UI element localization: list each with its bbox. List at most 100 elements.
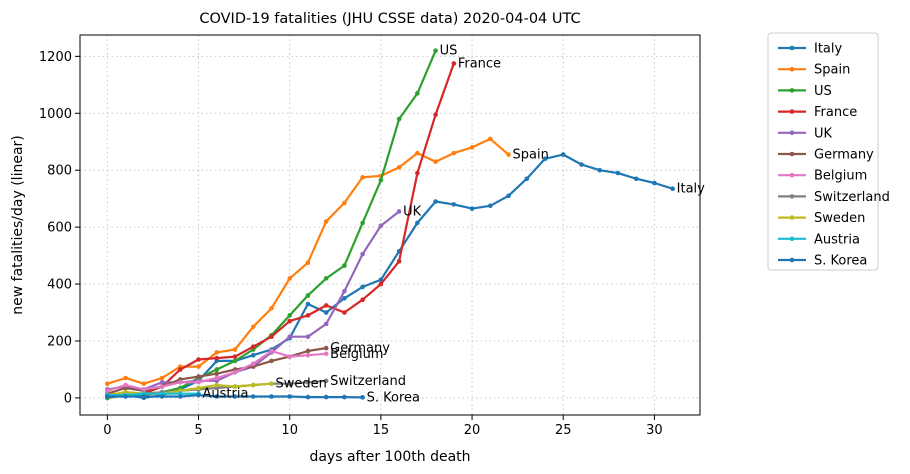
data-point-s-korea <box>196 392 201 398</box>
plot-lines <box>105 48 675 401</box>
series-line-france <box>107 63 455 398</box>
data-point-s-korea <box>159 394 165 399</box>
data-point-italy <box>524 176 530 182</box>
data-point-belgium <box>250 361 256 367</box>
data-point-italy <box>560 152 566 157</box>
data-point-italy <box>615 170 621 176</box>
data-point-sweden <box>269 381 274 386</box>
data-point-s-korea <box>177 394 183 399</box>
data-point-belgium <box>141 387 147 392</box>
data-point-s-korea <box>323 394 329 400</box>
y-tick-label: 0 <box>64 391 72 406</box>
data-point-spain <box>451 150 457 156</box>
legend-label-germany: Germany <box>814 148 874 163</box>
legend-label-austria: Austria <box>814 232 860 247</box>
y-axis-label: new fatalities/day (linear) <box>10 135 26 314</box>
data-point-s-korea <box>250 394 256 399</box>
end-label-austria: Austria <box>203 387 249 402</box>
legend-box <box>767 32 879 271</box>
data-point-belgium <box>232 370 238 375</box>
data-point-us <box>378 177 384 183</box>
data-point-uk <box>342 288 347 294</box>
data-point-s-korea <box>287 394 293 399</box>
series-line-sweden <box>107 382 272 397</box>
data-point-spain <box>196 364 201 369</box>
data-point-s-korea <box>214 394 220 399</box>
data-point-us <box>214 367 220 372</box>
data-point-spain <box>360 175 365 180</box>
legend-label-spain: Spain <box>814 63 850 78</box>
data-point-spain <box>105 381 110 386</box>
data-point-belgium <box>177 379 183 385</box>
x-tick-label: 25 <box>555 423 572 438</box>
y-tick-label: 1000 <box>39 107 72 122</box>
data-point-italy <box>433 199 438 204</box>
data-point-italy <box>579 162 584 167</box>
data-point-spain <box>305 260 311 266</box>
data-point-italy <box>415 220 420 226</box>
data-point-italy <box>250 352 256 358</box>
data-point-us <box>342 263 347 268</box>
data-point-spain <box>342 200 347 206</box>
data-point-france <box>433 112 438 118</box>
data-point-spain <box>287 276 293 281</box>
data-point-italy <box>597 167 603 173</box>
legend-label-switzerland: Switzerland <box>814 190 890 205</box>
data-point-belgium <box>123 382 128 388</box>
end-label-germany: Germany <box>330 341 390 356</box>
data-point-sweden <box>214 382 220 388</box>
data-point-s-korea <box>269 394 274 399</box>
data-point-spain <box>159 375 165 381</box>
data-point-france <box>415 170 420 176</box>
data-point-spain <box>433 159 438 164</box>
data-point-spain <box>141 381 147 386</box>
end-label-italy: Italy <box>677 182 706 197</box>
data-point-france <box>177 367 183 372</box>
data-point-france <box>451 61 457 66</box>
x-tick-label: 10 <box>281 423 298 438</box>
x-tick-label: 20 <box>464 423 481 438</box>
legend-marker-sweden <box>789 215 795 220</box>
end-label-belgium: Belgium <box>330 347 383 362</box>
data-point-uk <box>360 251 365 257</box>
y-tick-label: 200 <box>47 334 72 349</box>
data-point-uk <box>287 334 293 340</box>
data-point-spain <box>487 136 493 142</box>
y-tick-label: 600 <box>47 221 72 236</box>
data-point-germany <box>323 345 329 351</box>
end-label-spain: Spain <box>513 148 549 163</box>
data-point-france <box>378 281 384 287</box>
data-point-sweden <box>232 384 238 389</box>
legend-label-us: US <box>814 84 832 99</box>
legend-label-belgium: Belgium <box>814 169 867 184</box>
data-point-italy <box>342 295 347 301</box>
y-tick-label: 400 <box>47 278 72 293</box>
data-point-s-korea <box>105 394 110 399</box>
series-s-korea <box>105 392 365 400</box>
data-point-sweden <box>250 382 256 388</box>
data-point-italy <box>451 202 457 207</box>
end-label-uk: UK <box>403 204 422 219</box>
plot-frame <box>79 34 701 416</box>
legend: Italy Spain US France UK Germany Belgium Switze… <box>767 32 890 271</box>
data-point-us <box>433 48 438 53</box>
data-point-germany <box>196 374 201 379</box>
legend-marker-belgium <box>789 172 795 178</box>
x-tick-label: 0 <box>103 423 111 438</box>
legend-marker-switzerland <box>789 194 795 199</box>
data-point-italy <box>652 180 657 186</box>
data-point-france <box>396 258 402 264</box>
x-axis-label: days after 100th death <box>309 449 470 465</box>
data-point-uk <box>396 209 402 214</box>
series-belgium <box>105 348 329 394</box>
data-point-italy <box>487 203 493 209</box>
data-point-france <box>232 354 238 359</box>
data-point-s-korea <box>342 394 347 400</box>
series-spain <box>105 136 511 386</box>
legend-marker-spain <box>789 66 795 72</box>
data-point-us <box>360 220 365 226</box>
data-point-s-korea <box>232 394 238 399</box>
x-ticks: 0 5 10 15 20 25 30 <box>103 415 663 438</box>
data-point-italy <box>633 176 639 182</box>
